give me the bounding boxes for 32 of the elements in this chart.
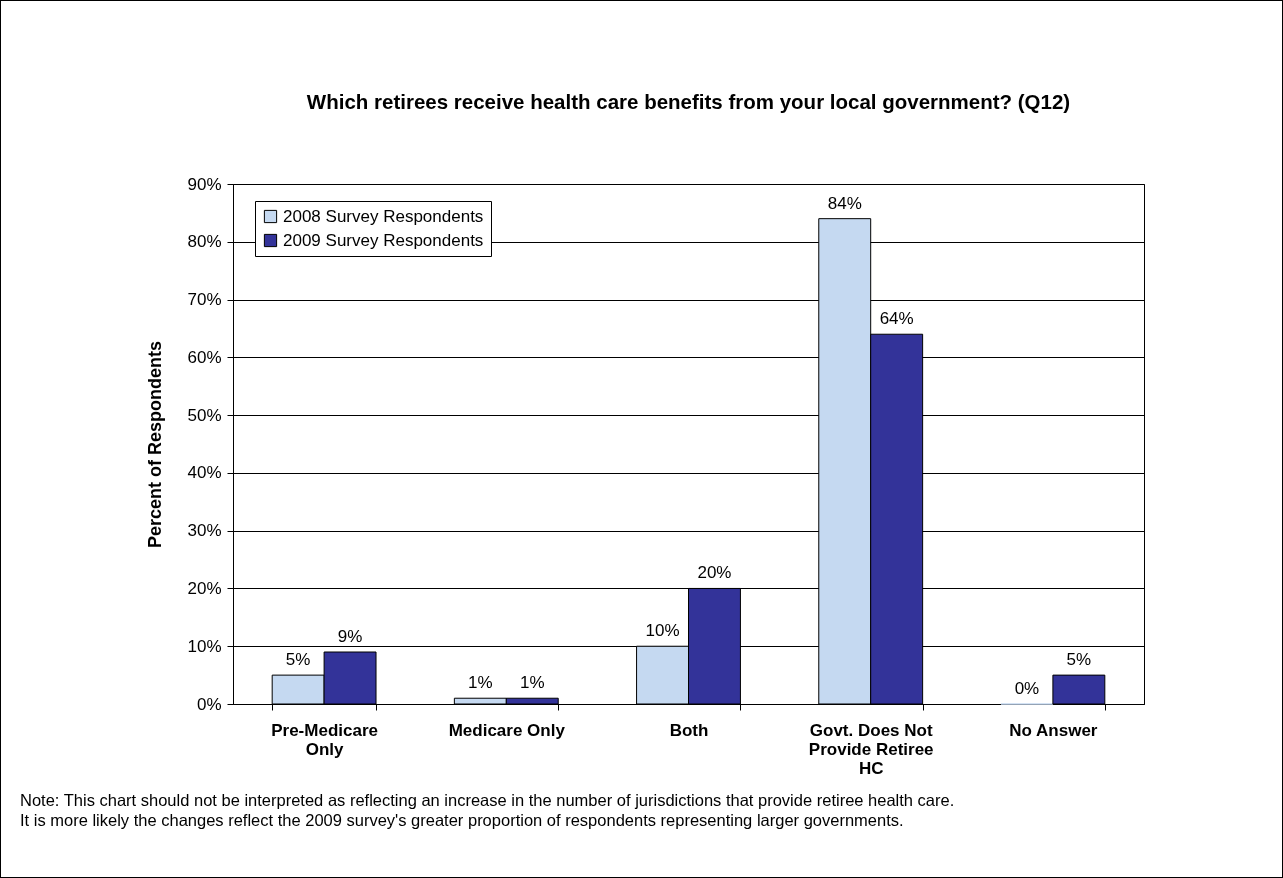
x-tick-label: Both	[669, 720, 709, 740]
data-label: 64%	[879, 309, 914, 329]
x-tick-label: Medicare Only	[448, 720, 566, 740]
y-tick-label: 60%	[187, 347, 222, 367]
data-label: 9%	[337, 627, 363, 646]
y-tick-label: 90%	[187, 174, 222, 194]
data-label: 5%	[1066, 650, 1092, 670]
text: Note: This chart should not be interpreted as reflecting an increase in the number of jurisdictions that provide retiree health care.	[20, 790, 955, 810]
data-label: 1%	[519, 673, 545, 693]
y-tick-label: 70%	[187, 290, 222, 310]
data-label: 1%	[468, 673, 493, 693]
text: It is more likely the changes reflect the 2009 survey's greater proportion of respondents representing larger governments.	[20, 810, 905, 830]
y-tick-label: 10%	[187, 636, 222, 656]
y-axis-title: Percent of Respondents	[145, 340, 166, 549]
x-tick-label: Pre-Medicare Only	[271, 720, 378, 759]
y-tick-label: 0%	[196, 694, 222, 714]
x-tick-label: No Answer	[1009, 720, 1098, 740]
legend-label: 2009 Survey Respondents	[283, 230, 484, 250]
data-label: 84%	[827, 193, 862, 213]
data-label: 5%	[285, 650, 311, 670]
data-label: 0%	[1014, 679, 1040, 698]
y-tick-label: 40%	[187, 463, 222, 483]
data-label: 20%	[697, 563, 732, 583]
x-tick-label: Govt. Does Not Provide Retiree HC	[808, 720, 934, 778]
y-tick-label: 20%	[187, 578, 222, 598]
bar	[1052, 674, 1106, 705]
legend-label: 2008 Survey Respondents	[283, 206, 484, 226]
y-tick-label: 80%	[187, 232, 222, 252]
data-label: 10%	[645, 621, 680, 641]
chart-title: Which retirees receive health care benefits from your local government? (Q12)	[306, 89, 1071, 113]
y-tick-label: 50%	[187, 405, 222, 425]
y-tick-label: 30%	[187, 521, 222, 541]
